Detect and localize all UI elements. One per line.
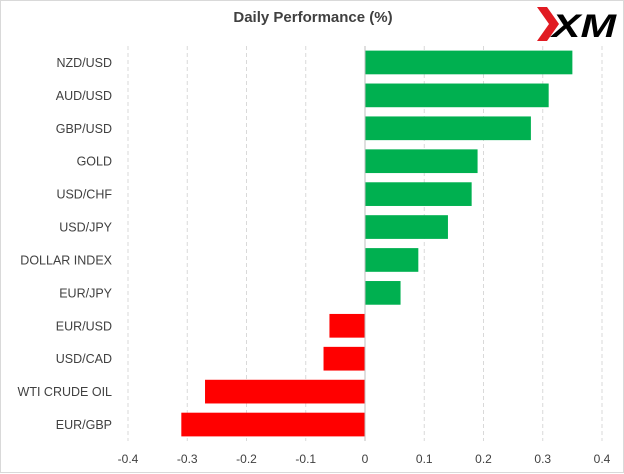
category-label: AUD/USD [56,89,112,103]
x-tick-label: 0 [362,452,369,466]
bar [365,182,472,206]
category-label: EUR/JPY [59,286,112,300]
xm-logo-mark [537,7,559,41]
category-label: EUR/USD [56,319,112,333]
category-label: USD/JPY [59,221,112,235]
xm-logo-text: XM [549,8,617,43]
x-tick-label: -0.4 [118,452,139,466]
x-tick-label: 0.2 [475,452,492,466]
bar [365,215,448,239]
category-label: DOLLAR INDEX [20,253,112,267]
bar [323,346,365,371]
bars [181,50,573,437]
bar [205,379,365,404]
category-label: USD/CHF [56,188,112,202]
x-tick-label: 0.1 [416,452,433,466]
bar [181,412,365,437]
grid-lines [127,46,603,441]
bar [365,50,573,75]
category-label: GOLD [77,155,112,169]
category-label: GBP/USD [56,122,112,136]
bar [365,116,531,141]
category-label: WTI CRUDE OIL [18,385,112,399]
chart-title: Daily Performance (%) [233,9,393,26]
x-tick-label: 0.3 [534,452,551,466]
x-tick-label: -0.3 [177,452,198,466]
x-tick-label: -0.1 [295,452,316,466]
category-label: USD/CAD [56,352,112,366]
bar [365,281,401,305]
category-labels: NZD/USD AUD/USD GBP/USD GOLD USD/CHF USD/JPY D… [18,56,113,432]
bar [365,83,549,108]
category-label: EUR/GBP [56,418,112,432]
category-label: NZD/USD [56,56,112,70]
x-tick-labels: -0.4 -0.3 -0.2 -0.1 0 0.1 0.2 0.3 0.4 [118,452,611,466]
x-tick-label: -0.2 [236,452,257,466]
bar [329,313,365,338]
x-tick-label: 0.4 [594,452,611,466]
bar [365,149,478,174]
xm-logo: XM [537,7,618,43]
bar [365,248,419,272]
